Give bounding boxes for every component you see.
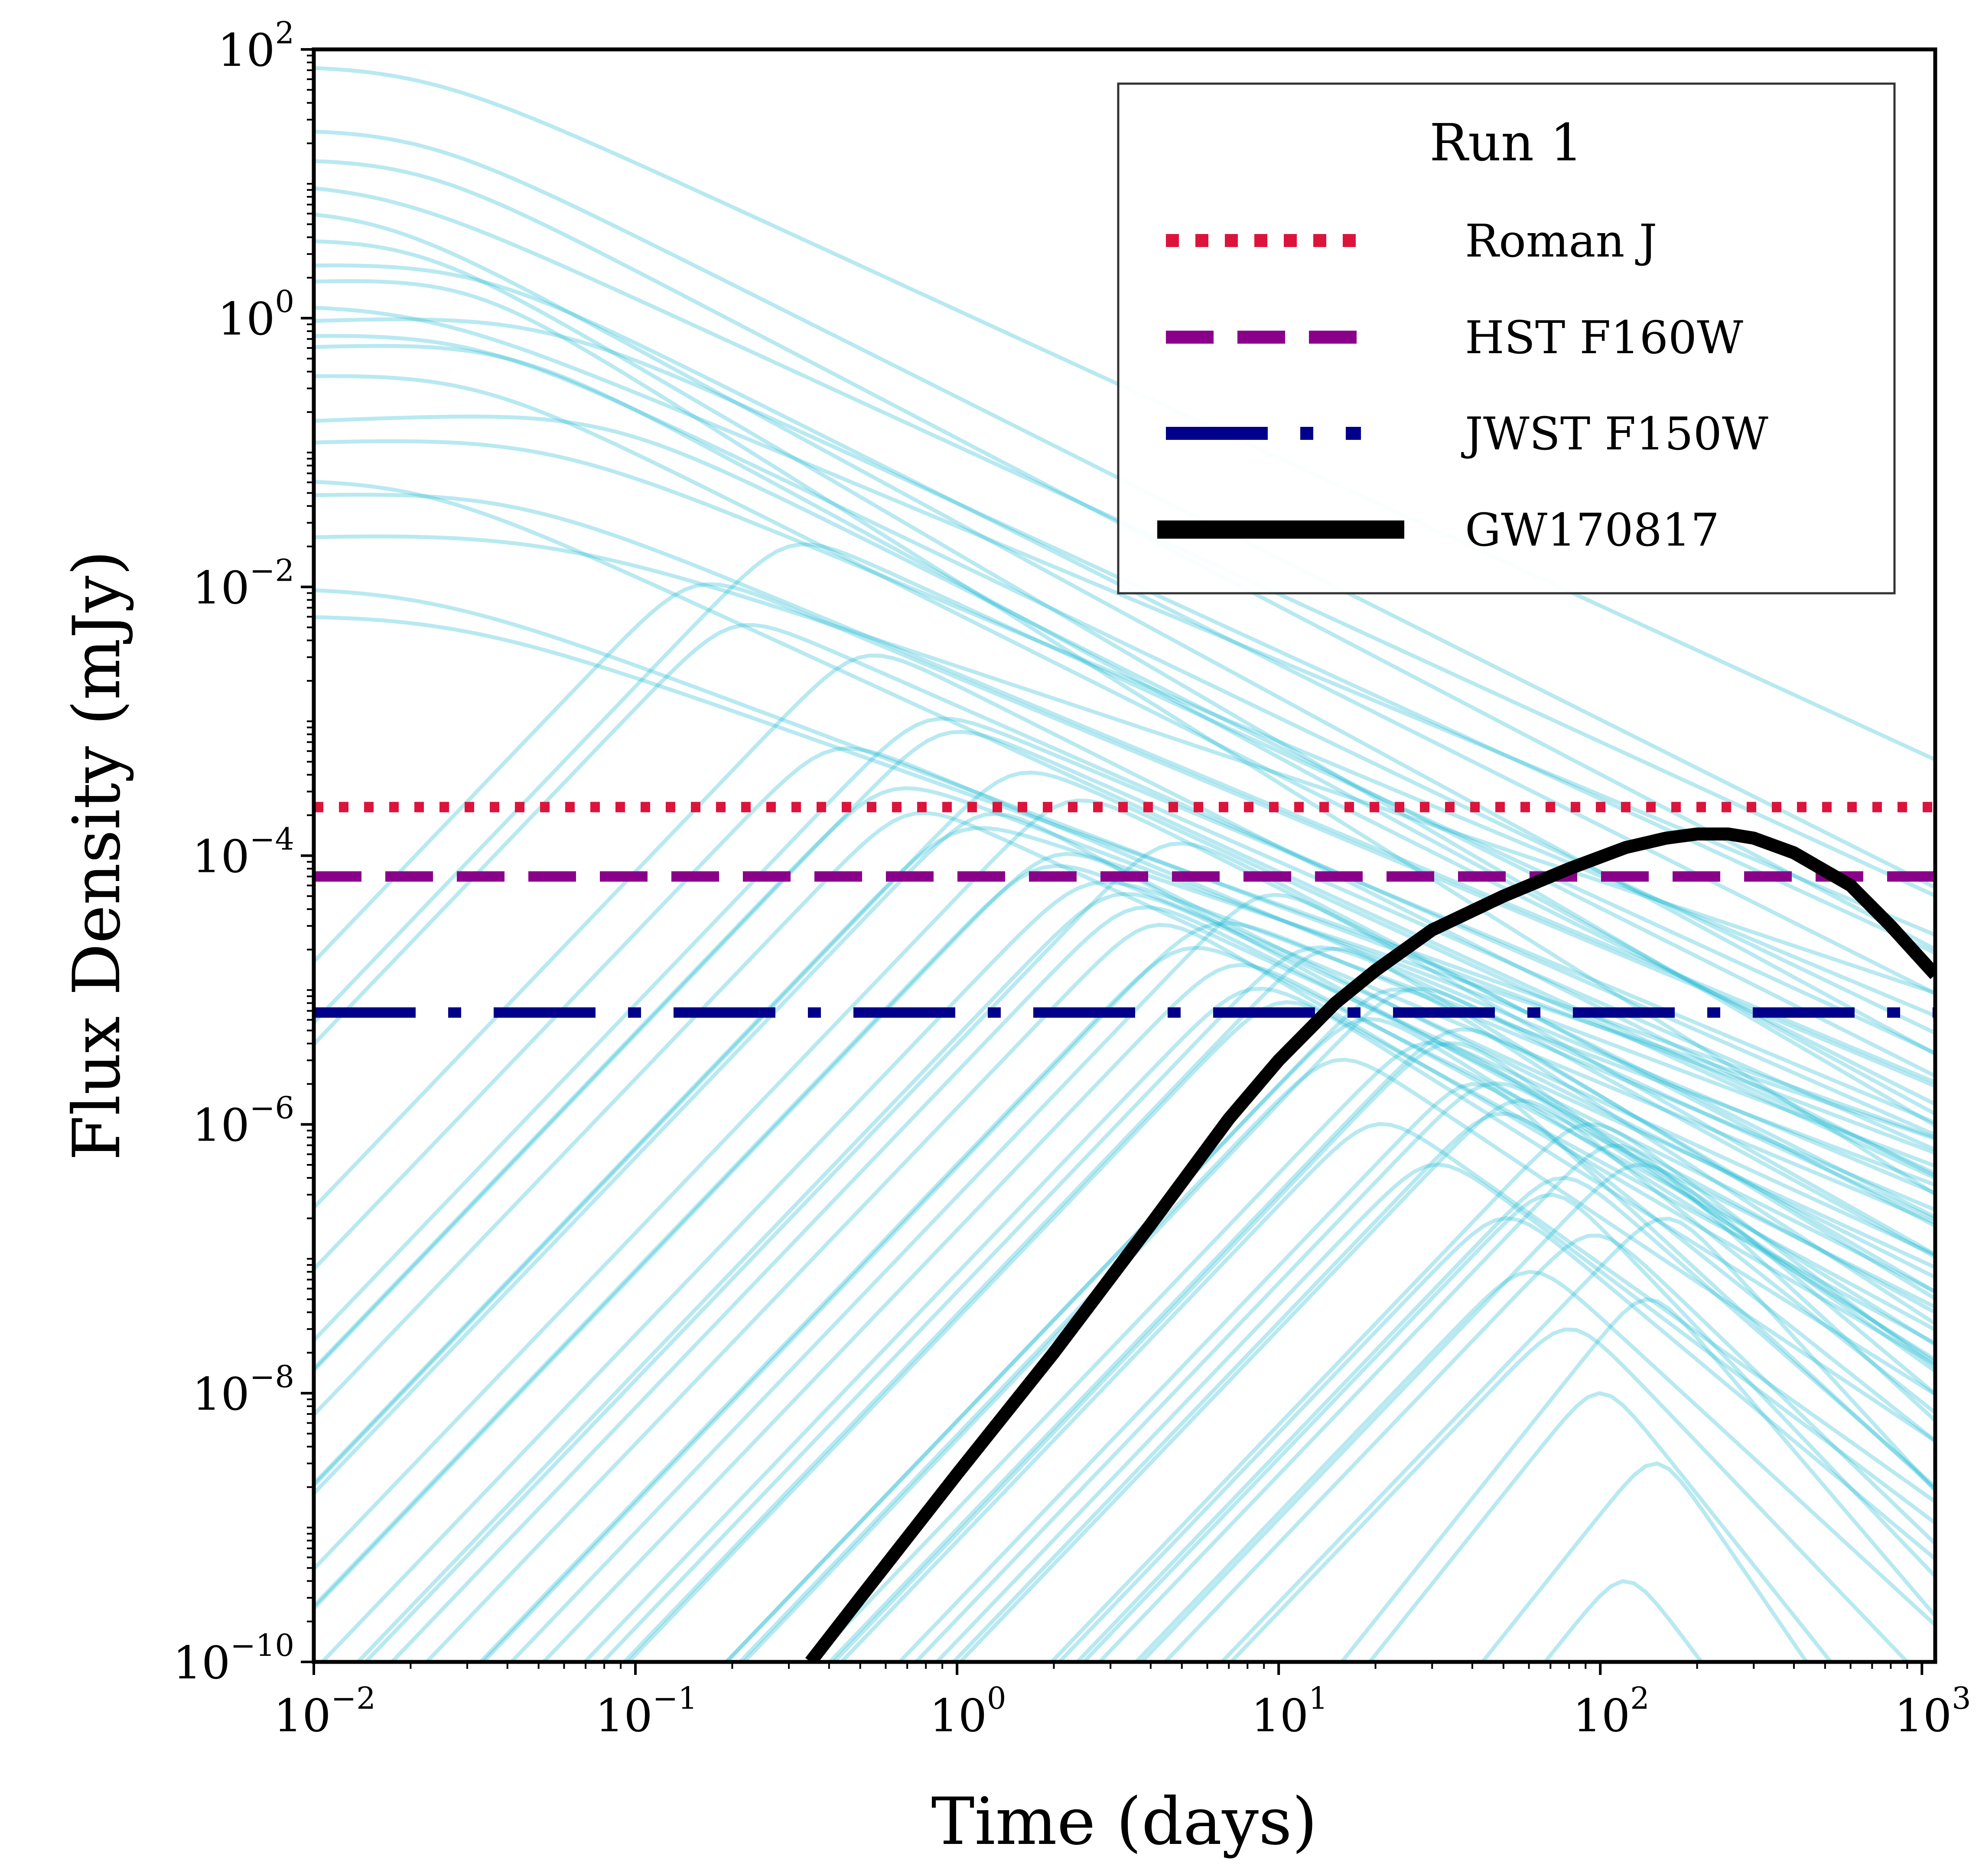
legend-label-jwst-f150w: JWST F150W <box>1461 407 1768 460</box>
x-tick-label: 101 <box>1251 1681 1328 1742</box>
simulated-curve <box>839 1122 1935 1662</box>
x-tick-label: 102 <box>1573 1681 1650 1742</box>
y-tick-label: 100 <box>218 284 294 345</box>
simulated-curve <box>897 1082 1935 1662</box>
simulated-curve <box>314 864 1935 1608</box>
simulated-curve <box>314 654 1935 1209</box>
simulated-curve <box>1057 1216 1935 1662</box>
series-layer <box>805 827 1935 1662</box>
simulated-curve <box>314 811 1935 1416</box>
simulated-curve <box>314 542 1935 1055</box>
simulated-curve <box>314 534 1935 995</box>
simulated-curve <box>582 986 1935 1662</box>
legend-label-roman-j: Roman J <box>1465 215 1657 267</box>
x-tick-label: 10−2 <box>273 1681 376 1742</box>
simulated-curve <box>1049 1122 1935 1662</box>
simulated-curve <box>314 588 1935 1155</box>
simulated-curve <box>314 439 1935 1018</box>
y-tick-label: 10−8 <box>192 1359 294 1421</box>
detection-limits <box>314 802 1935 1018</box>
simulated-curve <box>827 1027 1935 1662</box>
simulated-curve <box>957 1099 1935 1662</box>
simulated-curve <box>950 1112 1935 1662</box>
simulated-curve <box>314 344 1935 1116</box>
simulated-curve <box>540 963 1935 1662</box>
simulated-curve <box>314 414 1935 1078</box>
simulated-curve <box>1367 1391 1833 1662</box>
y-tick-label: 10−2 <box>192 553 294 614</box>
simulated-curve <box>424 923 1935 1662</box>
simulated-curve <box>389 905 1935 1662</box>
simulated-curve <box>319 880 1935 1662</box>
x-axis-label: Time (days) <box>931 1784 1318 1860</box>
simulated-curve <box>314 212 1935 1056</box>
simulated-curve <box>622 946 1935 1662</box>
simulated-curve <box>355 892 1935 1662</box>
simulated-curve <box>1097 1143 1935 1662</box>
simulated-curve <box>1219 1216 1935 1662</box>
simulated-curve <box>1162 1233 1935 1662</box>
simulated-curve <box>314 492 1935 1084</box>
simulated-curve <box>314 826 1935 1485</box>
legend-label-gw170817: GW170817 <box>1465 504 1719 556</box>
simulated-curve <box>314 746 1935 1271</box>
legend-title: Run 1 <box>1429 113 1582 172</box>
simulated-curve <box>314 334 1935 1035</box>
simulated-curve <box>831 1041 1935 1662</box>
legend-label-hst-f160w: HST F160W <box>1465 311 1743 364</box>
simulated-curve <box>1139 1163 1935 1662</box>
series-line-gw170817 <box>805 827 1935 1662</box>
tick-labels: 10−2 10−1 100 101 102 103 102 100 10−2 10−4 10−6 10… <box>173 15 1971 1742</box>
y-axis-label: Flux Density (mJy) <box>59 550 135 1161</box>
x-tick-label: 10−1 <box>595 1681 697 1742</box>
simulated-curve <box>1480 1461 1809 1662</box>
simulated-curve <box>314 730 1935 1372</box>
x-tick-label: 100 <box>930 1681 1006 1742</box>
simulated-curve <box>314 239 1935 1128</box>
simulated-curve <box>314 374 1935 1106</box>
simulated-curve <box>1133 1270 1935 1662</box>
simulated-curve <box>508 893 1935 1662</box>
axis-ticks <box>301 48 1924 1675</box>
simulated-curve <box>478 946 1935 1662</box>
y-tick-label: 10−6 <box>192 1090 294 1152</box>
legend: Run 1 Roman J HST F160W JWST F150W GW170… <box>1117 82 1896 595</box>
simulated-curve <box>314 786 1935 1370</box>
simulated-curve <box>1543 1579 1704 1662</box>
simulated-curve <box>1339 1297 1935 1662</box>
simulated-curve <box>314 279 1935 1196</box>
x-tick-label: 103 <box>1894 1681 1971 1742</box>
simulated-curve <box>808 1041 1935 1662</box>
simulated-curve <box>314 480 1935 1175</box>
y-tick-label: 102 <box>218 15 294 77</box>
simulated-curve <box>913 1081 1935 1662</box>
y-tick-label: 10−10 <box>173 1628 294 1689</box>
simulated-curve <box>723 987 1935 1662</box>
simulated-curve <box>480 921 1935 1662</box>
simulated-curve <box>314 615 1935 1140</box>
simulated-curve <box>600 945 1935 1662</box>
simulated-curve <box>1228 1327 1910 1662</box>
simulated-curve <box>314 582 1935 1088</box>
simulated-curve <box>1081 1193 1935 1662</box>
simulated-curve <box>724 1017 1935 1662</box>
simulated-curve <box>625 1000 1935 1662</box>
y-tick-label: 10−4 <box>192 822 294 883</box>
simulated-curve <box>314 306 1935 937</box>
simulated-curve <box>934 1162 1935 1662</box>
simulated-curve <box>1074 1176 1935 1662</box>
